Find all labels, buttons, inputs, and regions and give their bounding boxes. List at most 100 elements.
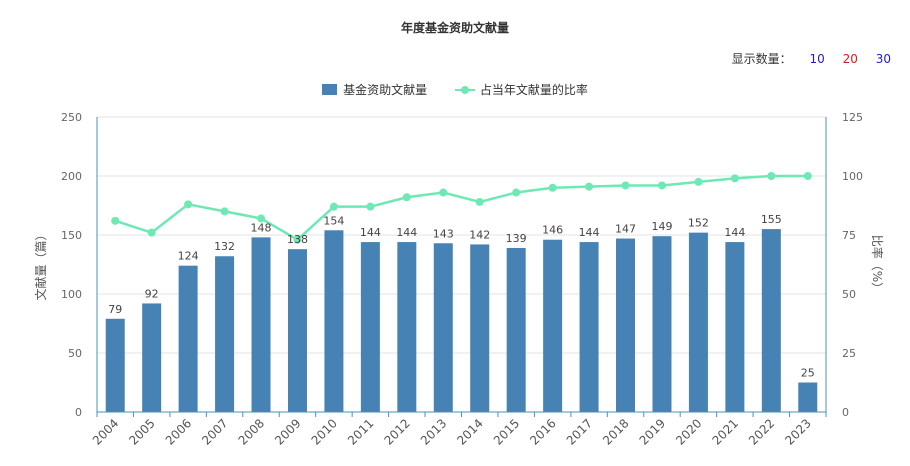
bar [397,242,417,412]
y-right-tick-label: 0 [842,406,849,419]
grid-layer [97,116,826,354]
x-tick-label: 2014 [454,416,485,447]
bar-data-label: 152 [688,217,709,230]
bar [360,242,380,412]
x-tick-label: 2007 [199,416,230,447]
bar [324,230,344,412]
x-tick-label: 2021 [709,416,740,447]
x-tick-label: 2022 [746,416,777,447]
x-tick-label: 2009 [272,416,303,447]
ratio-point [730,174,739,183]
y-left-tick-label: 100 [61,288,82,301]
y-right-tick-label: 100 [842,170,863,183]
bar-data-label: 124 [178,250,199,263]
display-count-option-10[interactable]: 10 [809,52,825,66]
x-tick-label: 2012 [381,416,412,447]
legend-bar-swatch [322,84,338,95]
display-count-option-20[interactable]: 20 [842,52,858,66]
chart-title: 年度基金资助文献量 [400,21,509,35]
bar-data-label: 143 [433,227,454,240]
ratio-point [621,181,630,190]
bar [725,242,745,412]
ratio-point [694,177,703,186]
bar [287,249,307,412]
bar [579,242,599,412]
ratio-point [475,197,484,206]
bar [543,239,563,412]
ratio-point [257,214,266,223]
x-tick-label: 2019 [637,416,668,447]
ratio-point [548,183,557,192]
bar-data-label: 144 [396,226,417,239]
ratio-point [803,172,812,180]
bar-data-label: 147 [615,223,636,236]
line-layer [111,172,812,244]
y-left-axis-title: 文献量（篇） [33,228,48,300]
y-right-tick-label: 25 [842,347,856,360]
y-right-tick-label: 75 [842,229,856,242]
y-left-tick-label: 0 [75,406,82,419]
legend-item-line-series[interactable]: 占当年文献量的比率 [454,81,588,98]
bars-layer [105,229,818,412]
x-tick-label: 2004 [90,416,121,447]
y-right-tick-label: 125 [842,111,863,124]
bar-data-label: 155 [761,213,782,226]
bar [798,382,818,412]
bar-data-label: 144 [360,226,381,239]
bar [251,237,271,412]
chart-legend: 基金资助文献量 占当年文献量的比率 [0,81,910,98]
ratio-point [657,181,666,190]
ratio-point [220,207,229,216]
ratio-point [439,188,448,197]
x-tick-label: 2013 [418,416,449,447]
y-left-tick-label: 200 [61,170,82,183]
ratio-point [767,172,776,180]
y-right-axis-title: 比率（%） [870,235,885,294]
bar-data-label: 149 [651,220,672,233]
bar [142,303,162,412]
legend-bar-label: 基金资助文献量 [343,83,428,97]
bar [688,232,708,412]
y-left-tick-label: 250 [61,111,82,124]
bar [215,256,235,412]
x-tick-label: 2006 [163,416,194,447]
bar [761,229,781,412]
bar [506,247,526,412]
bar-data-label: 79 [108,303,122,316]
ratio-point [111,216,120,225]
bar [616,238,636,412]
bar-data-label: 92 [145,287,159,300]
legend-line-label: 占当年文献量的比率 [479,83,588,97]
bar-data-label: 144 [579,226,600,239]
ratio-line [114,174,808,242]
bar [433,243,453,412]
x-tick-label: 2005 [126,416,157,447]
bar-data-label: 142 [469,228,490,241]
bar-data-label: 154 [323,214,344,227]
legend-line-swatch [454,84,475,95]
x-tick-label: 2008 [236,416,267,447]
bar-data-label: 144 [724,226,745,239]
display-count-label: 显示数量： [731,52,792,66]
bar-data-label: 25 [801,367,815,380]
bar [652,236,672,412]
x-tick-label: 2016 [527,416,558,447]
x-tick-label: 2015 [491,416,522,447]
bar [105,318,125,412]
x-tick-label: 2023 [782,416,813,447]
ratio-point [329,202,338,211]
x-tick-label: 2010 [309,416,340,447]
y-left-tick-label: 150 [61,229,82,242]
x-tick-label: 2017 [564,416,595,447]
legend-item-bar-series[interactable]: 基金资助文献量 [322,81,427,98]
bar-data-label: 138 [287,233,308,246]
bar-data-label: 132 [214,240,235,253]
ratio-point [366,202,375,211]
bar-data-label: 146 [542,224,563,237]
display-count-option-30[interactable]: 30 [875,52,891,66]
ratio-point [512,188,521,197]
x-tick-label: 2011 [345,416,376,447]
y-right-tick-label: 50 [842,288,856,301]
ratio-point [147,228,156,237]
